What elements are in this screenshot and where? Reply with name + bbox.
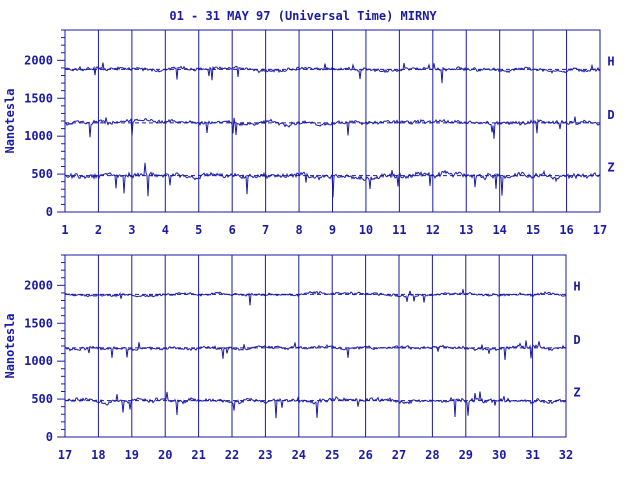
x-tick-label: 25 xyxy=(325,448,339,462)
x-tick-label: 9 xyxy=(329,223,336,237)
x-tick-label: 17 xyxy=(593,223,607,237)
y-tick-label: 0 xyxy=(46,430,53,444)
x-tick-label: 23 xyxy=(258,448,272,462)
plot-frame xyxy=(64,254,567,438)
series-H-trace xyxy=(64,289,567,306)
series-D-trace xyxy=(64,340,566,361)
x-tick-label: 11 xyxy=(392,223,406,237)
y-tick-label: 1000 xyxy=(24,354,53,368)
x-tick-label: 1 xyxy=(61,223,68,237)
x-tick-label: 20 xyxy=(158,448,172,462)
series-label-Z: Z xyxy=(607,161,614,175)
y-tick-label: 500 xyxy=(31,167,53,181)
series-label-D: D xyxy=(607,108,614,122)
series-H-trace xyxy=(64,62,601,84)
x-tick-label: 2 xyxy=(95,223,102,237)
x-tick-label: 30 xyxy=(492,448,506,462)
x-tick-label: 12 xyxy=(426,223,440,237)
x-tick-label: 16 xyxy=(559,223,573,237)
y-tick-label: 500 xyxy=(31,392,53,406)
x-tick-label: 28 xyxy=(425,448,439,462)
x-tick-label: 27 xyxy=(392,448,406,462)
series-Z-trace xyxy=(64,162,601,198)
x-tick-label: 4 xyxy=(162,223,169,237)
panel-days-17-32: 17 18 19 20 21 22 23 24 25 26 27 28 29 30 31 32 0 500 1000… xyxy=(3,254,581,462)
x-tick-label: 17 xyxy=(58,448,72,462)
x-tick-label: 29 xyxy=(459,448,473,462)
x-tick-label: 31 xyxy=(525,448,539,462)
x-tick-label: 32 xyxy=(559,448,573,462)
x-tick-label: 22 xyxy=(225,448,239,462)
series-label-H: H xyxy=(573,279,580,293)
x-tick-label: 10 xyxy=(359,223,373,237)
series-D-trace xyxy=(64,116,601,139)
x-tick-label: 3 xyxy=(128,223,135,237)
y-tick-label: 2000 xyxy=(24,53,53,67)
x-tick-label: 13 xyxy=(459,223,473,237)
y-tick-label: 1500 xyxy=(24,91,53,105)
x-tick-label: 21 xyxy=(191,448,205,462)
x-tick-label: 7 xyxy=(262,223,269,237)
x-tick-label: 14 xyxy=(492,223,506,237)
x-tick-label: 15 xyxy=(526,223,540,237)
x-tick-label: 19 xyxy=(125,448,139,462)
x-tick-label: 5 xyxy=(195,223,202,237)
y-tick-label: 1000 xyxy=(24,129,53,143)
y-tick-label: 2000 xyxy=(24,278,53,292)
x-tick-label: 18 xyxy=(91,448,105,462)
series-label-Z: Z xyxy=(573,386,580,400)
y-axis-label: Nanotesla xyxy=(3,313,17,378)
series-label-D: D xyxy=(573,333,580,347)
y-tick-label: 0 xyxy=(46,205,53,219)
x-tick-label: 24 xyxy=(292,448,306,462)
y-tick-label: 1500 xyxy=(24,316,53,330)
chart-title: 01 - 31 MAY 97 (Universal Time) MIRNY xyxy=(169,9,437,23)
x-tick-label: 8 xyxy=(295,223,302,237)
x-tick-label: 26 xyxy=(358,448,372,462)
x-tick-label: 6 xyxy=(229,223,236,237)
series-Z-trace xyxy=(65,391,567,419)
y-axis-label: Nanotesla xyxy=(3,88,17,153)
panel-days-1-17: 1 2 3 4 5 6 7 8 9 10 11 12 13 14 15 16 17050010001500200… xyxy=(3,29,615,237)
series-label-H: H xyxy=(607,54,614,68)
